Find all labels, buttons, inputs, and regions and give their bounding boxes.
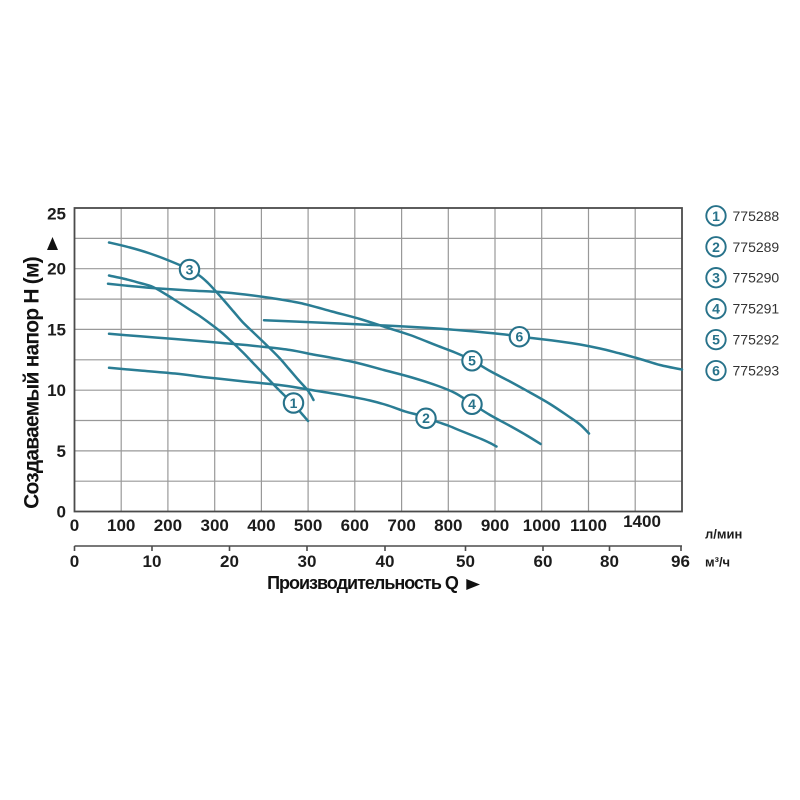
svg-text:Производительность Q: Производительность Q [267,573,459,593]
svg-text:800: 800 [434,516,462,535]
svg-text:96: 96 [671,552,690,571]
svg-text:6: 6 [712,363,720,379]
svg-text:775288: 775288 [733,208,780,224]
svg-text:0: 0 [57,503,66,522]
svg-text:25: 25 [47,205,66,224]
svg-text:775293: 775293 [733,363,780,379]
svg-text:775292: 775292 [733,332,780,348]
svg-text:3: 3 [712,270,720,286]
svg-text:10: 10 [47,381,66,400]
svg-text:30: 30 [298,552,317,571]
svg-text:50: 50 [456,552,475,571]
svg-text:1: 1 [290,395,298,411]
svg-text:40: 40 [376,552,395,571]
svg-text:м³/ч: м³/ч [705,555,730,570]
svg-text:700: 700 [387,516,415,535]
svg-text:100: 100 [107,516,135,535]
svg-text:500: 500 [294,516,322,535]
svg-text:775289: 775289 [733,239,780,255]
svg-text:15: 15 [47,320,66,339]
svg-text:3: 3 [186,261,194,277]
svg-text:1: 1 [712,208,720,224]
svg-text:2: 2 [712,239,720,255]
svg-text:Создаваемый напор H (м): Создаваемый напор H (м) [21,257,44,509]
svg-text:0: 0 [70,516,79,535]
svg-text:900: 900 [481,516,509,535]
svg-text:60: 60 [534,552,553,571]
svg-text:0: 0 [70,552,79,571]
svg-text:200: 200 [154,516,182,535]
svg-text:600: 600 [341,516,369,535]
svg-text:300: 300 [201,516,229,535]
svg-text:л/мин: л/мин [705,527,742,542]
svg-text:400: 400 [247,516,275,535]
svg-text:4: 4 [468,396,476,412]
svg-text:1100: 1100 [570,516,607,535]
svg-text:10: 10 [143,552,162,571]
svg-text:5: 5 [57,442,66,461]
svg-text:20: 20 [220,552,239,571]
svg-text:6: 6 [516,329,524,345]
svg-text:1000: 1000 [523,516,561,535]
svg-text:5: 5 [468,353,476,369]
svg-text:80: 80 [600,552,619,571]
svg-text:775290: 775290 [733,270,780,286]
svg-text:5: 5 [712,332,720,348]
svg-text:20: 20 [47,260,66,279]
svg-text:1400: 1400 [623,512,661,531]
svg-text:775291: 775291 [733,301,780,317]
svg-text:2: 2 [422,410,430,426]
svg-text:4: 4 [712,301,720,317]
